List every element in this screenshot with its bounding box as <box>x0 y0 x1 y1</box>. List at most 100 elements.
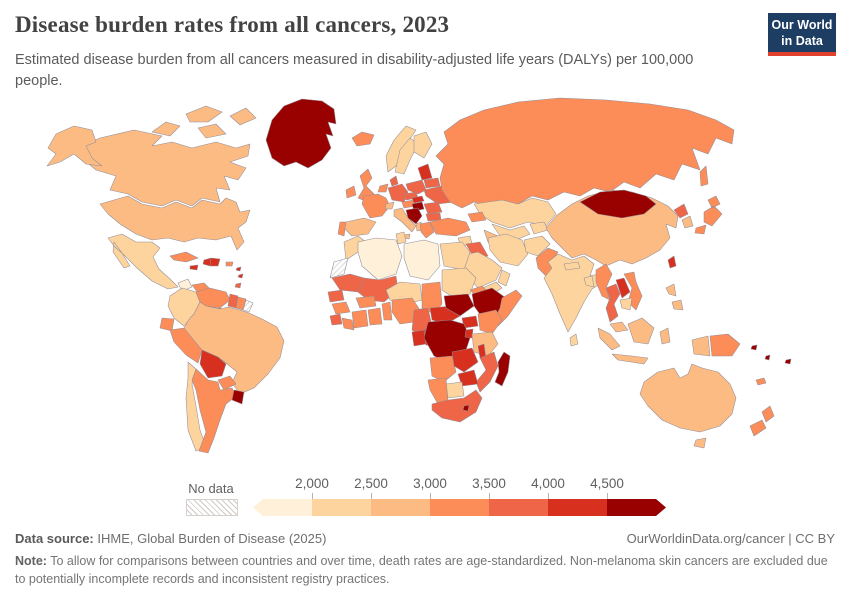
country-new-zealand[interactable] <box>749 405 775 437</box>
country-argentina[interactable] <box>191 368 237 454</box>
country-french-guiana[interactable] <box>242 299 254 313</box>
country-greece[interactable] <box>419 221 435 239</box>
country-philippines[interactable] <box>665 283 684 311</box>
country-mongolia[interactable] <box>579 189 657 219</box>
country-iceland[interactable] <box>351 131 375 147</box>
country-kenya[interactable] <box>477 309 503 335</box>
legend-no-data-swatch[interactable] <box>186 499 238 516</box>
country-russia[interactable] <box>435 97 735 209</box>
country-romania[interactable] <box>423 201 443 215</box>
country-south-africa[interactable] <box>431 389 483 423</box>
country-cambodia[interactable] <box>619 297 633 311</box>
country-denmark[interactable] <box>389 175 399 187</box>
country-kazakhstan[interactable] <box>473 197 557 229</box>
country-egypt[interactable] <box>439 241 471 271</box>
country-germany[interactable] <box>387 183 409 203</box>
country-malaysia[interactable] <box>609 321 629 333</box>
country-mozambique[interactable] <box>475 351 499 393</box>
country-taiwan[interactable] <box>667 255 677 269</box>
country-ivory-coast[interactable] <box>351 309 369 329</box>
country-uruguay[interactable] <box>231 389 245 405</box>
country-papua-new-guinea[interactable] <box>709 333 741 357</box>
country-north-korea[interactable] <box>673 203 689 219</box>
country-new-caledonia[interactable] <box>755 377 767 386</box>
legend-bin-0[interactable] <box>253 499 312 516</box>
country-ghana[interactable] <box>367 307 383 326</box>
country-benin[interactable] <box>381 301 393 321</box>
country-botswana[interactable] <box>445 381 465 399</box>
legend-bin-3[interactable] <box>430 499 489 516</box>
country-bolivia[interactable] <box>199 349 227 379</box>
legend-bin-4[interactable] <box>489 499 548 516</box>
country-trinidad-and-tobago[interactable] <box>234 282 242 289</box>
country-switzerland[interactable] <box>384 201 395 210</box>
country-guinea[interactable] <box>331 301 351 315</box>
country-japan[interactable] <box>694 195 723 235</box>
country-paraguay[interactable] <box>217 375 237 391</box>
country-burkina-faso[interactable] <box>355 295 377 309</box>
country-solomon-islands[interactable] <box>750 344 758 351</box>
country-turkey[interactable] <box>429 217 471 237</box>
country-poland[interactable] <box>405 179 427 195</box>
country-fiji[interactable] <box>784 358 792 365</box>
country-somalia[interactable] <box>495 289 523 327</box>
country-nepal[interactable] <box>563 261 581 271</box>
country-lesotho[interactable] <box>462 404 470 412</box>
country-zambia[interactable] <box>451 347 479 373</box>
country-mexico[interactable] <box>107 233 179 290</box>
country-senegal[interactable] <box>327 289 345 303</box>
country-ecuador[interactable] <box>159 317 175 332</box>
country-libya[interactable] <box>403 239 441 281</box>
country-usa[interactable] <box>46 125 251 251</box>
legend-bin-2[interactable] <box>371 499 430 516</box>
country-south-sudan[interactable] <box>443 293 475 317</box>
country-sweden[interactable] <box>394 137 419 175</box>
country-australia[interactable] <box>639 363 737 449</box>
legend-bin-6[interactable] <box>607 499 666 516</box>
country-canada[interactable] <box>73 105 257 207</box>
country-vanuatu[interactable] <box>764 354 771 361</box>
owid-link[interactable]: OurWorldinData.org/cancer | CC BY <box>626 531 835 546</box>
country-serbia-croatia[interactable] <box>405 207 423 225</box>
country-thailand[interactable] <box>605 283 621 323</box>
country-algeria[interactable] <box>357 237 403 281</box>
country-caucasus[interactable] <box>467 211 487 223</box>
country-sudan[interactable] <box>441 267 477 299</box>
country-madagascar[interactable] <box>494 351 511 387</box>
country-haiti[interactable] <box>202 257 212 267</box>
country-western-sahara[interactable] <box>329 257 349 279</box>
country-portugal[interactable] <box>337 221 347 237</box>
country-myanmar[interactable] <box>595 263 613 301</box>
legend-bin-5[interactable] <box>548 499 607 516</box>
country-guatemala[interactable] <box>177 278 193 292</box>
country-baltic-states[interactable] <box>417 163 433 181</box>
country-france[interactable] <box>361 193 391 219</box>
country-greenland[interactable] <box>265 98 337 169</box>
country-slovakia[interactable] <box>411 195 425 204</box>
country-sierra-leone[interactable] <box>329 313 343 326</box>
country-ireland[interactable] <box>345 185 357 199</box>
country-iran[interactable] <box>487 233 529 267</box>
country-liberia[interactable] <box>341 317 355 331</box>
country-tunisia[interactable] <box>395 231 407 245</box>
country-namibia[interactable] <box>427 377 449 405</box>
country-finland[interactable] <box>413 131 433 159</box>
country-puerto-rico[interactable] <box>225 261 234 267</box>
country-belarus[interactable] <box>423 177 441 189</box>
country-bangladesh[interactable] <box>583 275 595 288</box>
country-cuba[interactable] <box>169 251 199 263</box>
country-laos[interactable] <box>615 277 631 299</box>
country-netherlands[interactable] <box>377 183 389 193</box>
country-lesser-antilles[interactable] <box>235 266 244 279</box>
country-sri-lanka[interactable] <box>569 333 579 347</box>
owid-logo[interactable]: Our World in Data <box>768 13 836 56</box>
country-south-korea[interactable] <box>681 215 694 229</box>
country-jamaica[interactable] <box>189 264 199 271</box>
country-angola[interactable] <box>429 355 457 383</box>
country-rwanda-burundi[interactable] <box>464 328 474 339</box>
country-oman[interactable] <box>497 269 511 287</box>
country-indonesia[interactable] <box>597 317 711 365</box>
country-dominican-republic[interactable] <box>209 257 221 267</box>
legend-bin-1[interactable] <box>312 499 371 516</box>
country-spain[interactable] <box>343 217 377 237</box>
